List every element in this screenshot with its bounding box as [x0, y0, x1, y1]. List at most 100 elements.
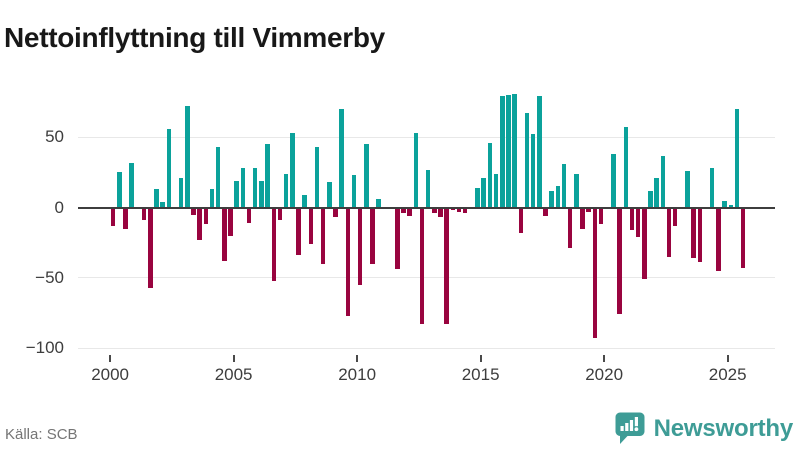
bar-2019-Q1 — [580, 207, 585, 229]
bar-2015-Q1 — [481, 178, 486, 208]
bar-2007-Q2 — [290, 133, 295, 208]
bar-2005-Q1 — [234, 180, 239, 208]
bar-2020-Q4 — [623, 127, 629, 208]
bar-2000-Q1 — [110, 207, 116, 226]
bar-2016-Q4 — [524, 113, 530, 208]
bar-2001-Q2 — [141, 207, 147, 221]
bar-2024-Q3 — [716, 207, 721, 271]
bar-2000-Q2 — [117, 172, 122, 208]
bar-2017-Q1 — [530, 134, 536, 208]
bar-2009-Q4 — [351, 175, 357, 208]
x-tick-2010 — [356, 355, 359, 362]
bar-2017-Q3 — [543, 207, 548, 216]
bar-2009-Q2 — [339, 109, 344, 208]
bar-2014-Q2 — [462, 207, 468, 214]
newsworthy-logo-text: Newsworthy — [653, 414, 794, 442]
bar-2008-Q1 — [308, 207, 314, 245]
bar-2005-Q3 — [246, 207, 252, 223]
bar-2021-Q1 — [629, 207, 635, 230]
bar-2002-Q1 — [160, 201, 165, 208]
bar-2019-Q4 — [598, 207, 604, 225]
bar-2011-Q4 — [401, 207, 406, 214]
bar-2001-Q4 — [154, 189, 159, 208]
bar-2008-Q2 — [314, 147, 320, 208]
bar-2006-Q4 — [277, 207, 283, 221]
y-axis-label: 0 — [54, 197, 64, 217]
bar-2012-Q4 — [425, 169, 431, 208]
bar-2022-Q2 — [660, 155, 666, 208]
bar-2004-Q1 — [209, 189, 215, 208]
bar-2015-Q2 — [487, 142, 493, 208]
bar-2020-Q2 — [611, 154, 616, 208]
bar-2019-Q2 — [586, 207, 591, 212]
bar-2007-Q1 — [283, 173, 289, 208]
bar-2004-Q4 — [228, 207, 233, 236]
gridline--100 — [78, 347, 775, 349]
x-axis-label: 2000 — [91, 365, 130, 384]
bar-2007-Q4 — [302, 194, 307, 208]
bar-2019-Q3 — [592, 207, 598, 339]
bar-2010-Q4 — [376, 199, 381, 208]
x-tick-2015 — [479, 355, 482, 362]
y-axis-label: 50 — [45, 127, 64, 147]
x-tick-2000 — [109, 355, 112, 362]
bar-2005-Q4 — [252, 168, 258, 208]
gridline--50 — [78, 277, 775, 279]
bar-2003-Q4 — [203, 207, 209, 225]
gridline-50 — [78, 136, 775, 138]
newsworthy-logo[interactable]: Newsworthy — [615, 412, 793, 445]
bar-2018-Q2 — [561, 163, 567, 208]
bar-2017-Q2 — [537, 96, 542, 208]
source-note: Källa: SCB — [5, 426, 78, 443]
x-axis-label: 2025 — [708, 365, 747, 384]
bar-2025-Q1 — [728, 204, 734, 208]
bar-2018-Q4 — [574, 173, 579, 208]
bar-2005-Q2 — [240, 168, 246, 208]
bar-2002-Q2 — [166, 128, 172, 208]
bar-2007-Q3 — [296, 207, 301, 256]
bar-2008-Q4 — [327, 182, 332, 208]
bar-2010-Q3 — [370, 207, 375, 264]
x-axis-label: 2010 — [338, 365, 377, 384]
bar-2018-Q3 — [567, 207, 573, 249]
bar-2000-Q3 — [123, 207, 128, 229]
bar-2010-Q1 — [357, 207, 363, 285]
bar-2014-Q1 — [456, 207, 462, 212]
bar-2023-Q2 — [685, 170, 690, 208]
bar-2006-Q1 — [259, 180, 264, 208]
bar-2013-Q2 — [438, 207, 443, 218]
bar-2025-Q2 — [734, 109, 740, 208]
bar-2021-Q4 — [648, 190, 653, 208]
bar-2004-Q3 — [222, 207, 227, 261]
chart-title: Nettoinflyttning till Vimmerby — [4, 21, 385, 53]
bar-2014-Q4 — [475, 187, 480, 208]
bar-2012-Q2 — [413, 133, 419, 208]
y-axis-label: −100 — [25, 338, 64, 358]
bar-2025-Q3 — [740, 207, 746, 268]
bar-2012-Q3 — [419, 207, 425, 325]
bar-2006-Q2 — [265, 144, 270, 208]
bar-2001-Q3 — [148, 207, 153, 288]
x-axis-label: 2015 — [461, 365, 500, 384]
bar-2003-Q1 — [185, 106, 190, 208]
bar-2013-Q4 — [450, 207, 456, 211]
bar-2006-Q3 — [271, 207, 277, 281]
bar-2013-Q1 — [432, 207, 437, 214]
bar-2023-Q4 — [697, 207, 703, 263]
bar-2024-Q2 — [709, 168, 715, 208]
bar-2020-Q3 — [617, 207, 622, 315]
x-axis-label: 2005 — [214, 365, 253, 384]
bar-2015-Q4 — [500, 96, 505, 208]
bar-2016-Q3 — [518, 207, 524, 233]
bar-2017-Q4 — [549, 190, 554, 208]
bar-2022-Q3 — [666, 207, 672, 257]
mini-bar-chart-glyph — [620, 417, 638, 432]
bar-2004-Q2 — [215, 147, 221, 208]
y-axis-label: −50 — [35, 267, 64, 287]
bar-2012-Q1 — [407, 207, 412, 216]
bar-2009-Q3 — [345, 207, 351, 316]
bar-2002-Q4 — [178, 178, 184, 208]
bar-2016-Q1 — [506, 95, 511, 208]
bar-2016-Q2 — [512, 93, 517, 208]
bar-2021-Q2 — [635, 207, 641, 237]
